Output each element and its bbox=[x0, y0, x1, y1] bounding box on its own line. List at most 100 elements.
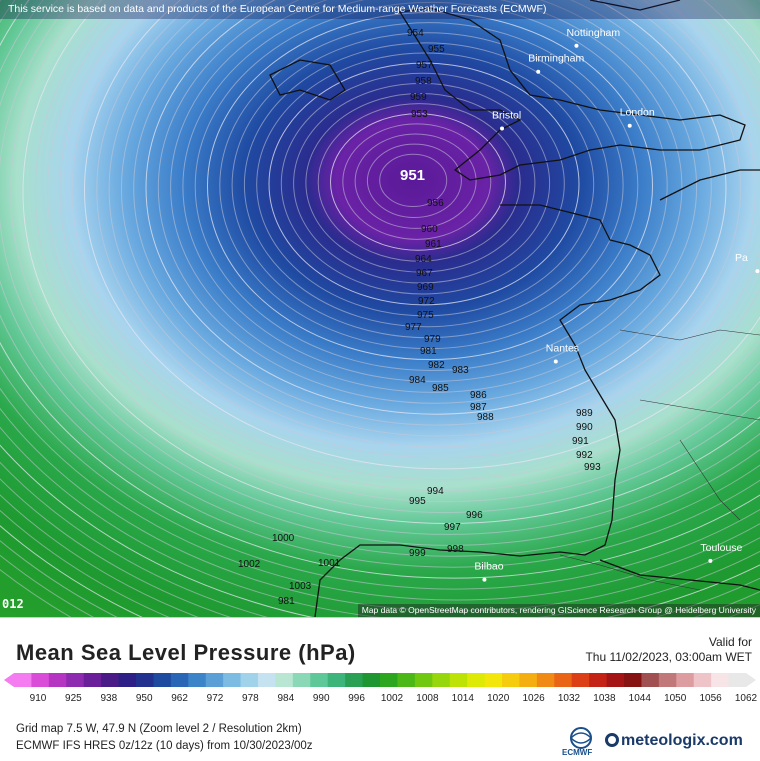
meteologix-logo[interactable]: meteologix.com bbox=[605, 732, 743, 750]
scale-swatch bbox=[293, 673, 311, 687]
model-info: ECMWF IFS HRES 0z/12z (10 days) from 10/… bbox=[16, 740, 313, 752]
isobar-label: 1002 bbox=[238, 559, 261, 570]
isobar-label: 977 bbox=[405, 322, 422, 333]
scale-swatch bbox=[537, 673, 555, 687]
isobar-label: 984 bbox=[409, 375, 426, 386]
scale-tick-label: 1050 bbox=[664, 693, 687, 704]
isobar-label: 999 bbox=[409, 548, 426, 559]
scale-tick-label: 938 bbox=[100, 693, 117, 704]
scale-swatch bbox=[624, 673, 642, 687]
city-marker bbox=[755, 269, 759, 273]
isobar-label: 991 bbox=[572, 436, 589, 447]
scale-swatch bbox=[450, 673, 468, 687]
scale-swatch bbox=[554, 673, 572, 687]
scale-tick-label: 910 bbox=[30, 693, 47, 704]
isobar-label: 998 bbox=[447, 544, 464, 555]
city-label: Birmingham bbox=[528, 53, 584, 65]
isobar-label: 993 bbox=[584, 462, 601, 473]
scale-swatch bbox=[607, 673, 625, 687]
scale-tick-label: 925 bbox=[65, 693, 82, 704]
scale-tick-label: 1044 bbox=[629, 693, 652, 704]
scale-swatch bbox=[31, 673, 49, 687]
scale-swatch bbox=[188, 673, 206, 687]
isobar-label: 994 bbox=[427, 486, 444, 497]
scale-swatch bbox=[66, 673, 84, 687]
isobar-label: 955 bbox=[428, 44, 445, 55]
scale-arrow-right bbox=[746, 673, 756, 687]
city-label: Nantes bbox=[546, 342, 579, 354]
scale-swatch bbox=[275, 673, 293, 687]
scale-tick-label: 1026 bbox=[522, 693, 545, 704]
city-label: Toulouse bbox=[700, 542, 742, 554]
scale-swatch bbox=[641, 673, 659, 687]
meteologix-icon bbox=[605, 733, 619, 747]
map-attribution[interactable]: Map data © OpenStreetMap contributors, r… bbox=[358, 604, 760, 617]
valid-time: Thu 11/02/2023, 03:00am WET bbox=[585, 650, 752, 664]
isobar-label: 981 bbox=[420, 346, 437, 357]
city-marker bbox=[708, 559, 712, 563]
scale-tick-label: 1020 bbox=[487, 693, 510, 704]
scale-swatch bbox=[415, 673, 433, 687]
isobar-label: 979 bbox=[424, 334, 441, 345]
scale-swatch bbox=[397, 673, 415, 687]
scale-tick-label: 1014 bbox=[452, 693, 475, 704]
valid-for-label: Valid for bbox=[709, 635, 752, 649]
isobar-label: 975 bbox=[417, 310, 434, 321]
scale-tick-label: 962 bbox=[171, 693, 188, 704]
scale-swatch bbox=[328, 673, 346, 687]
scale-tick-label: 1056 bbox=[699, 693, 722, 704]
city-marker bbox=[628, 124, 632, 128]
isobar-label: 990 bbox=[576, 422, 593, 433]
isobar-label: 983 bbox=[452, 365, 469, 376]
isobar-label: 992 bbox=[576, 450, 593, 461]
grid-info: Grid map 7.5 W, 47.9 N (Zoom level 2 / R… bbox=[16, 723, 302, 735]
city-marker bbox=[482, 578, 486, 582]
isobar-label: 997 bbox=[444, 522, 461, 533]
legend-panel: Mean Sea Level Pressure (hPa) Valid for … bbox=[0, 617, 760, 761]
scale-swatch bbox=[14, 673, 32, 687]
scale-swatch bbox=[206, 673, 224, 687]
isobar-label: 1001 bbox=[318, 558, 341, 569]
scale-swatch bbox=[519, 673, 537, 687]
isobar-label: 986 bbox=[470, 390, 487, 401]
isobar-label: 961 bbox=[425, 239, 442, 250]
isobar-label: 988 bbox=[477, 412, 494, 423]
scale-tick-label: 1062 bbox=[735, 693, 758, 704]
city-label: Nottingham bbox=[566, 27, 620, 39]
isobar-label: 1000 bbox=[272, 533, 295, 544]
scale-swatch bbox=[49, 673, 67, 687]
scale-tick-label: 972 bbox=[207, 693, 224, 704]
scale-tick-label: 978 bbox=[242, 693, 259, 704]
city-label: Bilbao bbox=[474, 561, 503, 573]
scale-swatch bbox=[101, 673, 119, 687]
scale-swatch bbox=[241, 673, 259, 687]
scale-swatch bbox=[432, 673, 450, 687]
forecast-step-label: 012 bbox=[2, 597, 24, 611]
scale-swatch bbox=[729, 673, 747, 687]
isobar-label: 953 bbox=[411, 109, 428, 120]
isobar-label: 960 bbox=[421, 224, 438, 235]
city-marker bbox=[536, 70, 540, 74]
city-marker bbox=[574, 44, 578, 48]
scale-swatch bbox=[363, 673, 381, 687]
isobar-label: 1003 bbox=[289, 581, 312, 592]
map-title: Mean Sea Level Pressure (hPa) bbox=[16, 640, 356, 666]
isobar-label: 957 bbox=[416, 60, 433, 71]
isobar-label: 967 bbox=[416, 268, 433, 279]
scale-swatch bbox=[380, 673, 398, 687]
low-pressure-center-label: 951 bbox=[400, 167, 425, 184]
isobar-label: 981 bbox=[278, 596, 295, 607]
scale-swatch bbox=[572, 673, 590, 687]
scale-swatch bbox=[589, 673, 607, 687]
isobar-label: 995 bbox=[409, 496, 426, 507]
ecmwf-label: ECMWF bbox=[562, 748, 592, 757]
scale-tick-label: 996 bbox=[348, 693, 365, 704]
scale-swatch bbox=[659, 673, 677, 687]
scale-swatch bbox=[119, 673, 137, 687]
isobar-label: 956 bbox=[427, 198, 444, 209]
city-label: Bristol bbox=[492, 109, 521, 121]
ecmwf-notice: This service is based on data and produc… bbox=[0, 0, 760, 19]
scale-swatch bbox=[84, 673, 102, 687]
